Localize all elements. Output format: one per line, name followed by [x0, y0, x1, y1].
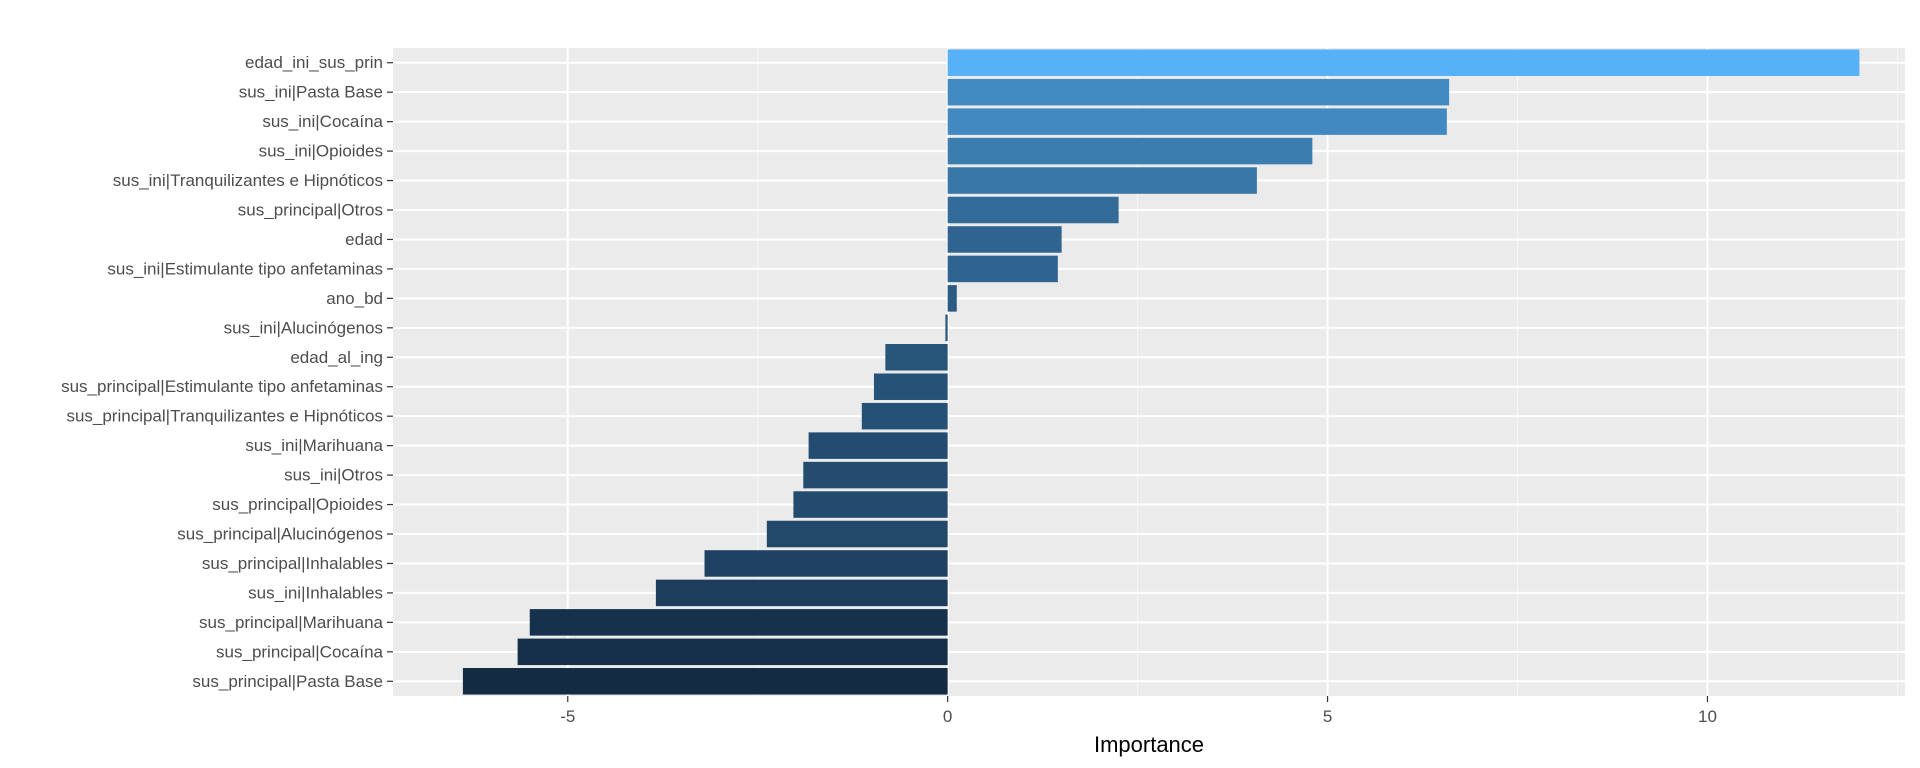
y-tick-label: sus_principal|Tranquilizantes e Hipnótic…: [66, 407, 383, 426]
y-tick-label: sus_ini|Estimulante tipo anfetaminas: [107, 259, 383, 278]
y-tick-label: sus_ini|Alucinógenos: [224, 318, 383, 337]
y-tick-label: sus_ini|Opioides: [259, 142, 383, 161]
bar: [655, 579, 948, 607]
y-tick-label: sus_principal|Pasta Base: [192, 672, 383, 691]
bar: [947, 167, 1257, 194]
y-tick-label: sus_ini|Cocaína: [262, 112, 383, 131]
y-tick-label: sus_ini|Inhalables: [248, 583, 383, 602]
y-axis-ticks: edad_ini_sus_prin sus_ini|Pasta Base sus_i…: [61, 53, 393, 691]
y-tick-label: sus_principal|Marihuana: [199, 613, 384, 632]
bar: [803, 461, 948, 489]
bar: [808, 432, 948, 459]
y-tick-label: sus_ini|Marihuana: [245, 436, 383, 455]
bar: [947, 255, 1058, 283]
x-tick-label: 10: [1698, 707, 1717, 726]
bar: [947, 285, 957, 312]
bar: [529, 609, 948, 636]
y-tick-label: ano_bd: [326, 289, 383, 308]
bar: [947, 108, 1447, 135]
y-tick-label: edad_ini_sus_prin: [245, 53, 383, 72]
y-tick-label: sus_principal|Inhalables: [202, 554, 383, 573]
y-tick-label: sus_principal|Otros: [238, 201, 383, 220]
bar: [945, 314, 948, 342]
bar: [704, 550, 948, 577]
bar: [947, 78, 1450, 106]
x-tick-label: 0: [943, 707, 952, 726]
y-tick-label: sus_principal|Opioides: [212, 495, 383, 514]
bar: [766, 520, 948, 548]
bar: [947, 226, 1062, 253]
y-tick-label: sus_ini|Pasta Base: [239, 83, 383, 102]
x-tick-label: -5: [560, 707, 575, 726]
y-tick-label: edad: [345, 230, 383, 249]
bar: [861, 402, 948, 430]
bars-group: [462, 49, 1860, 695]
bar: [885, 344, 948, 371]
y-tick-label: sus_ini|Otros: [284, 466, 383, 485]
bar: [793, 491, 948, 518]
y-tick-label: sus_ini|Tranquilizantes e Hipnóticos: [113, 171, 383, 190]
x-axis-ticks: -5 0 5 10: [560, 696, 1717, 726]
y-tick-label: sus_principal|Alucinógenos: [177, 525, 383, 544]
bar: [947, 196, 1119, 224]
y-tick-label: sus_principal|Estimulante tipo anfetamin…: [61, 377, 383, 396]
bar: [517, 638, 948, 666]
bar: [947, 49, 1860, 76]
bar: [462, 668, 948, 695]
x-axis-title: Importance: [1094, 732, 1204, 757]
bar: [947, 137, 1313, 165]
y-tick-label: edad_al_ing: [290, 348, 383, 367]
y-tick-label: sus_principal|Cocaína: [216, 642, 383, 661]
x-tick-label: 5: [1323, 707, 1332, 726]
bar: [873, 373, 948, 400]
